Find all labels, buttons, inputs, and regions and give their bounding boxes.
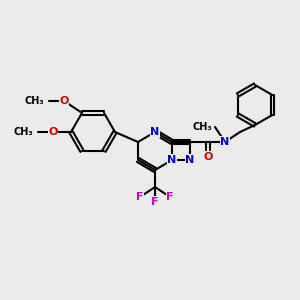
Text: N: N [167, 155, 177, 165]
Text: N: N [220, 137, 230, 147]
Text: N: N [150, 127, 160, 137]
Text: F: F [136, 192, 144, 202]
Text: N: N [185, 155, 195, 165]
Text: CH₃: CH₃ [192, 122, 212, 132]
Text: CH₃: CH₃ [24, 96, 44, 106]
Text: O: O [59, 96, 69, 106]
Text: CH₃: CH₃ [14, 127, 33, 137]
Text: F: F [151, 197, 159, 207]
Text: O: O [203, 152, 213, 162]
Text: F: F [166, 192, 174, 202]
Text: O: O [48, 127, 58, 137]
